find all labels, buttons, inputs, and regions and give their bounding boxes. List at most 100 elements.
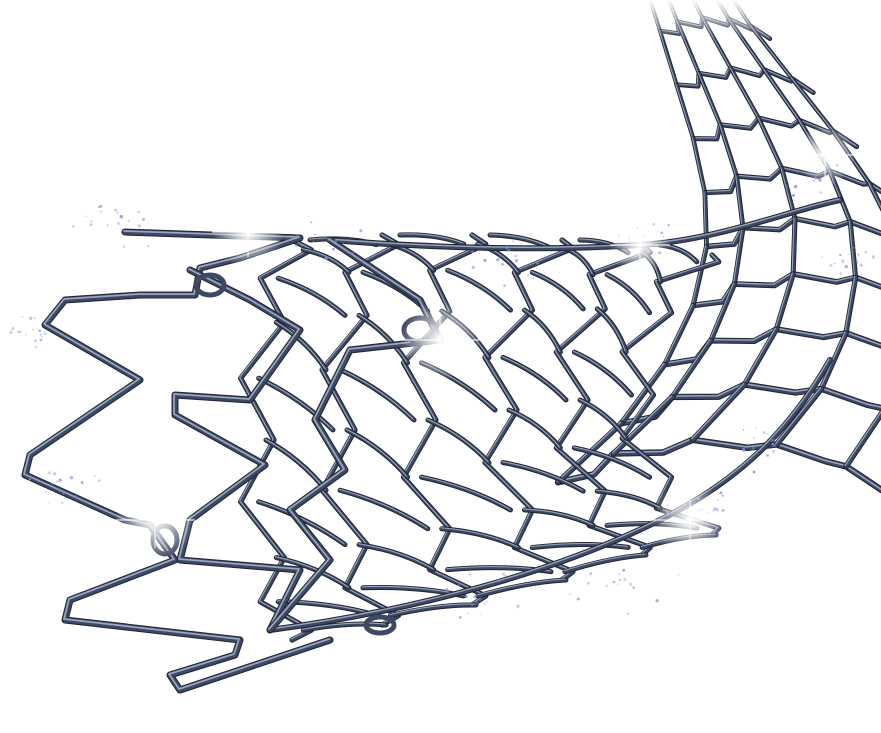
sparkle-particle xyxy=(51,482,54,485)
end-ring-outer xyxy=(21,228,334,694)
sparkle-particle xyxy=(99,204,103,208)
tail-ring xyxy=(703,215,881,250)
sparkle-particle xyxy=(473,595,477,599)
sparkle-particle xyxy=(496,258,500,262)
sparkle-particle xyxy=(859,263,863,267)
sparkle-particle xyxy=(53,472,57,476)
sparkle-particle xyxy=(759,448,762,451)
body-ring xyxy=(482,237,576,583)
sparkle-particle xyxy=(295,244,298,247)
sparkle-particle xyxy=(334,239,338,243)
sparkle-particle xyxy=(122,245,125,248)
sparkle-particle xyxy=(842,262,844,264)
tail-link xyxy=(818,330,849,392)
sparkle-particle xyxy=(829,263,833,268)
sparkle-particle xyxy=(80,481,84,484)
sparkle-particle xyxy=(527,274,530,277)
tail-link xyxy=(674,82,696,141)
sparkle-particle xyxy=(833,262,836,265)
tail-ring xyxy=(702,165,881,196)
tail-link xyxy=(690,136,708,195)
sparkle-particle xyxy=(752,470,756,474)
sparkle-particle xyxy=(479,599,482,601)
flare-star xyxy=(795,134,855,176)
sparkle-particle xyxy=(127,219,130,223)
sparkle-particle xyxy=(331,247,335,251)
sparkle-particle xyxy=(471,250,474,254)
sparkle-particle xyxy=(475,601,479,605)
sparkle-particle xyxy=(512,240,515,243)
tail-link xyxy=(773,271,796,332)
tail-link xyxy=(696,71,723,127)
sparkle-particle xyxy=(766,448,768,451)
sparkle-particle xyxy=(40,335,43,338)
sparkle-particle xyxy=(32,328,35,331)
body-link xyxy=(388,602,479,618)
sparkle-particle xyxy=(457,601,460,604)
tail-link xyxy=(761,67,802,123)
sparkle-particle xyxy=(532,277,535,279)
sparkle-particle xyxy=(618,573,620,576)
sparkle-particle xyxy=(871,255,876,259)
sparkle-particle xyxy=(484,603,486,605)
sparkle-particle xyxy=(325,262,327,264)
sparkle-particle xyxy=(853,246,855,249)
sparkle-particle xyxy=(623,577,627,582)
tail-link xyxy=(690,243,710,308)
sparkle-particle xyxy=(742,429,745,431)
body-ring xyxy=(553,242,653,558)
sparkle-particle xyxy=(501,572,505,576)
tail-link xyxy=(618,361,668,427)
tail-link xyxy=(847,219,859,280)
body-link xyxy=(256,499,348,548)
sparkle-particle xyxy=(34,345,38,349)
bottom-rail xyxy=(267,357,833,633)
sparkle-particle xyxy=(9,330,13,335)
body-link xyxy=(604,272,653,316)
body-link xyxy=(419,474,513,513)
sparkle-particle xyxy=(503,284,506,287)
sparkle-particle xyxy=(47,471,52,475)
sparkle-particle xyxy=(772,444,776,448)
sparkle-particle xyxy=(525,267,527,270)
sparkle-particle xyxy=(342,242,344,245)
sparkle-particle xyxy=(483,258,487,262)
sparkle-particle xyxy=(751,444,754,447)
body-link xyxy=(337,487,431,532)
body-link xyxy=(273,319,329,373)
sparkle-particle xyxy=(468,573,472,576)
sparkle-particle xyxy=(43,332,47,335)
sparkle-particle xyxy=(61,501,64,504)
sparkle-particle xyxy=(619,579,621,581)
sparkle-particle xyxy=(25,334,27,336)
sparkle-particle xyxy=(296,233,300,238)
sparkle-particle xyxy=(34,317,36,319)
body-link xyxy=(439,526,521,551)
sparkle-particle xyxy=(106,224,109,226)
tail-link xyxy=(689,381,748,443)
body-link xyxy=(360,269,431,314)
sparkle-particle xyxy=(498,257,501,259)
sparkle-particle xyxy=(742,449,745,452)
sparkle-particle xyxy=(558,271,560,273)
sparkle-particle xyxy=(839,253,842,257)
end-ring-inner xyxy=(171,266,304,634)
sparkle-particle xyxy=(326,239,329,241)
sparkle-particle xyxy=(536,262,539,265)
sparkle-particle xyxy=(622,568,626,572)
body-link xyxy=(275,275,348,318)
body-link xyxy=(445,267,513,313)
sparkle-particle xyxy=(48,319,50,322)
sparkle-particle xyxy=(69,476,74,480)
body-ring xyxy=(400,232,489,608)
tail-link xyxy=(610,394,676,457)
tail-link xyxy=(843,274,859,336)
sparkle-particle xyxy=(116,211,119,214)
sparkle-particle xyxy=(626,612,630,615)
sparkle-particle xyxy=(497,579,501,583)
sparkle-particle xyxy=(755,427,757,429)
body-link xyxy=(397,232,467,247)
sparkle-particle xyxy=(467,612,469,615)
tail-link xyxy=(717,122,739,179)
